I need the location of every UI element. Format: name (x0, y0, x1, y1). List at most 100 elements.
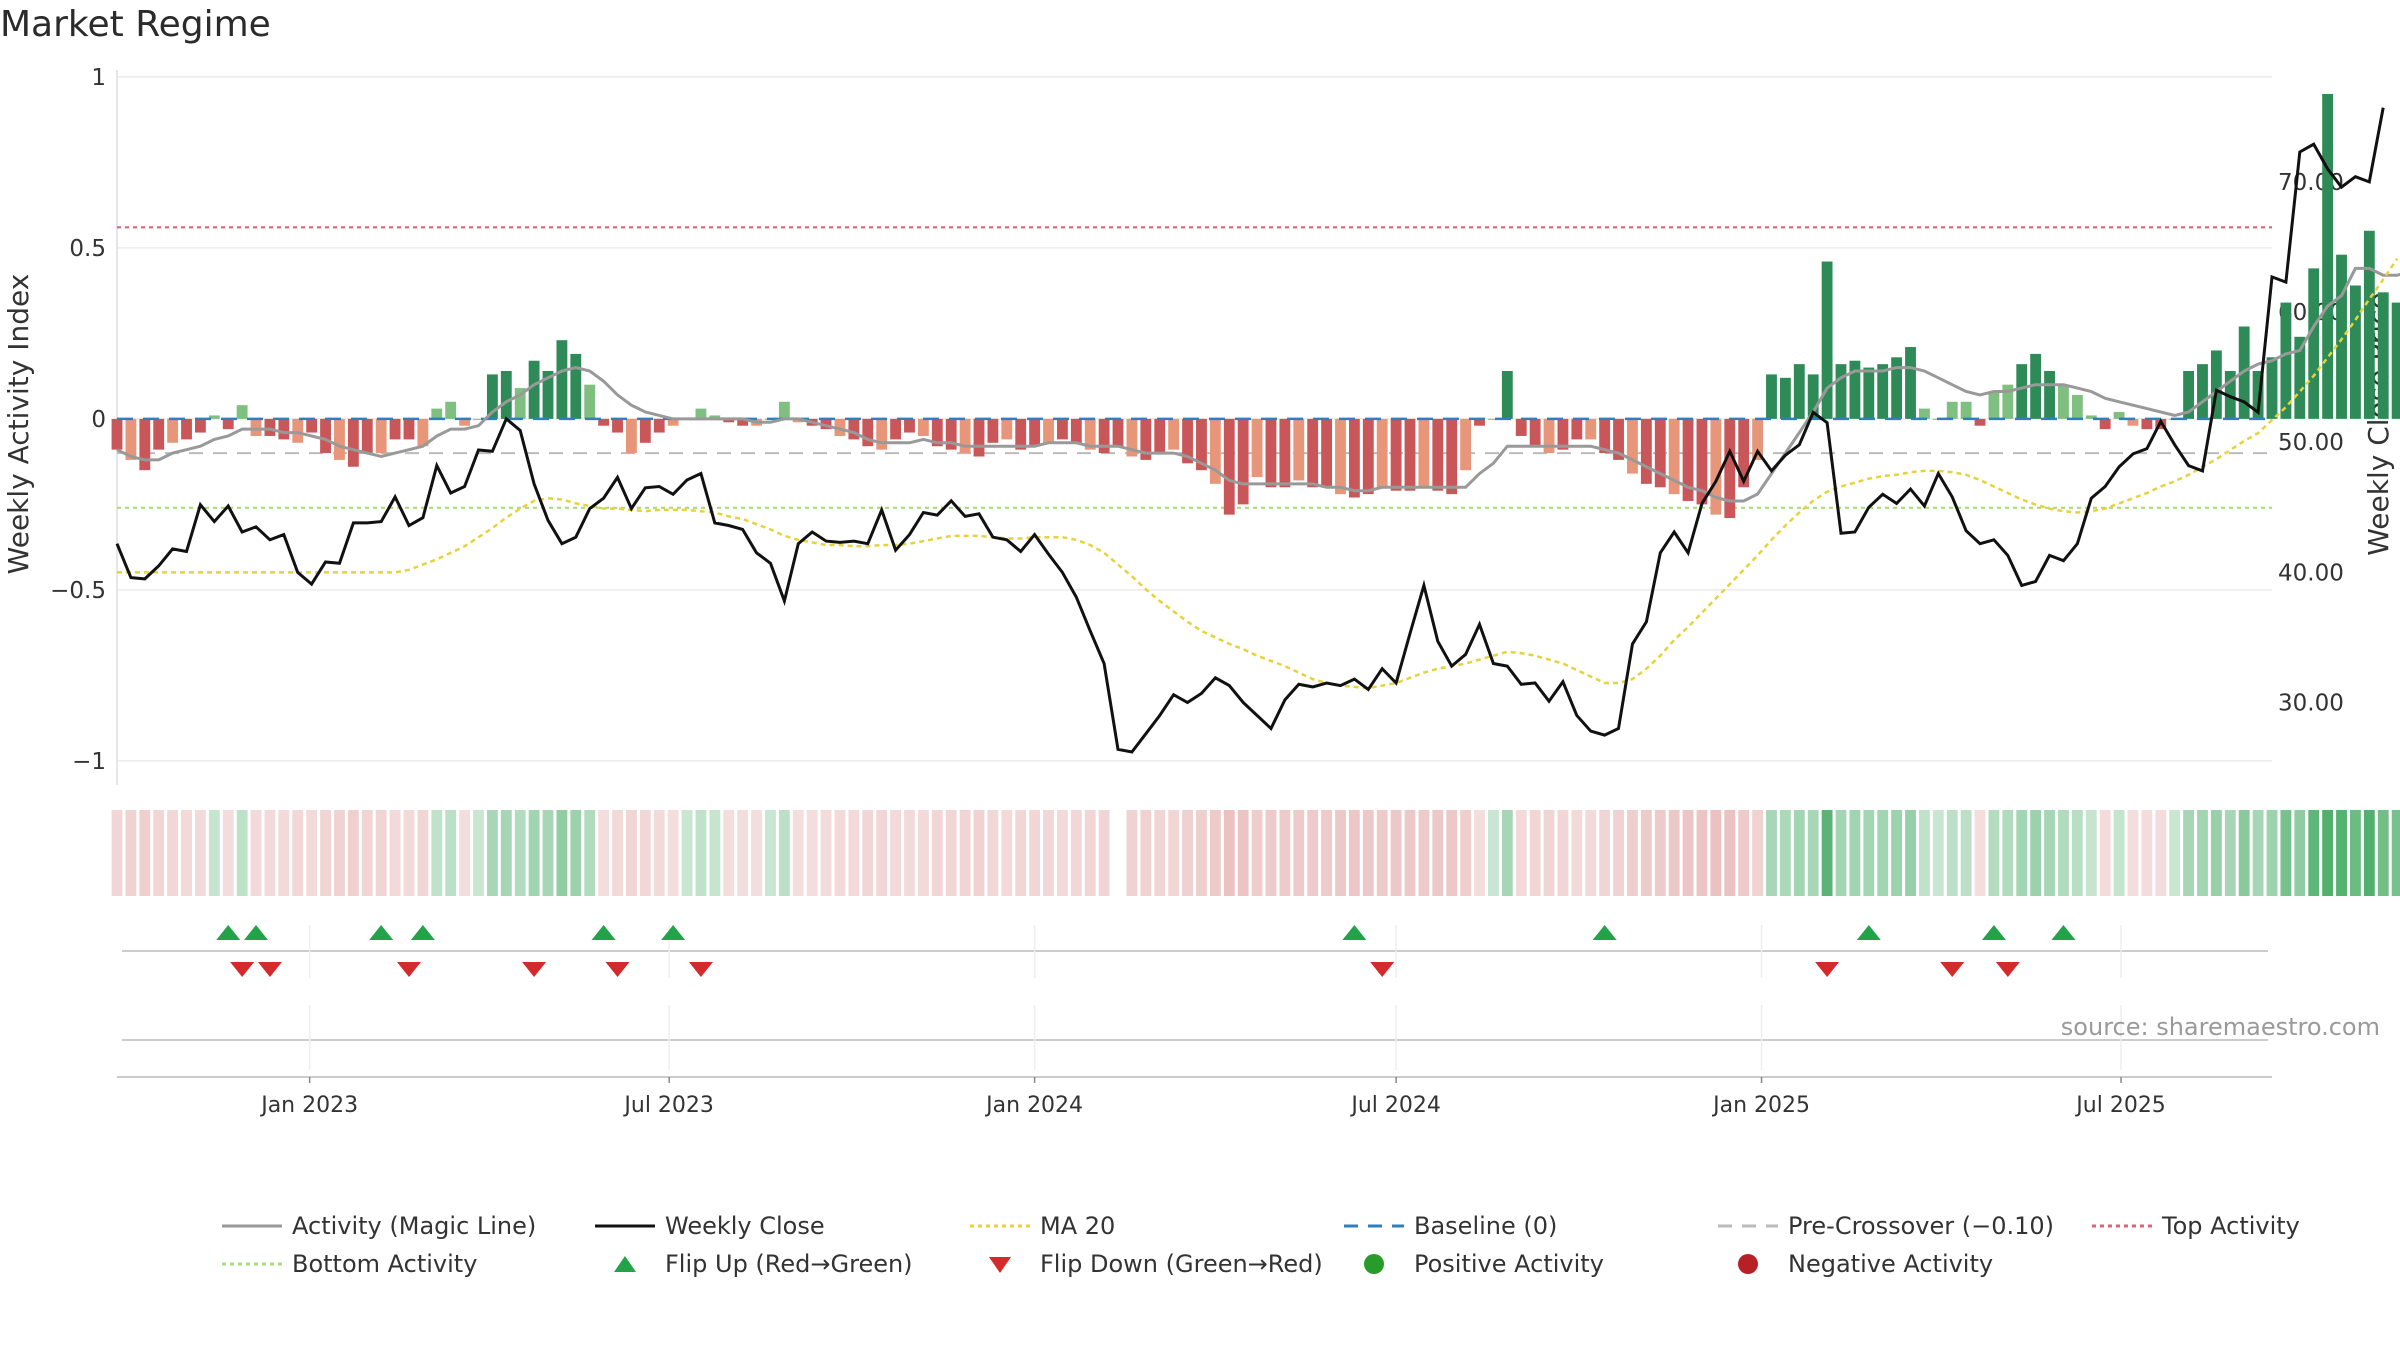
regime-cell (653, 810, 665, 896)
activity-bar (139, 418, 151, 471)
ma20-line (117, 258, 2399, 690)
activity-bar (514, 388, 526, 419)
activity-bar (987, 418, 999, 443)
regime-cell (2197, 810, 2208, 896)
activity-bar (612, 418, 623, 433)
regime-cell (236, 810, 248, 896)
regime-cell (347, 810, 359, 896)
flip-down-marker (688, 962, 713, 977)
regime-cell (2169, 810, 2181, 896)
regime-cell (2349, 810, 2361, 896)
legend-label: Flip Up (Red→Green) (665, 1250, 913, 1278)
legend-item: Negative Activity (1718, 1250, 1993, 1278)
regime-cell (1640, 810, 1652, 896)
legend-label: Bottom Activity (292, 1250, 478, 1278)
activity-bar (1640, 418, 1652, 484)
activity-bar (1668, 418, 1680, 495)
regime-cell (2085, 810, 2097, 896)
legend-label: Negative Activity (1788, 1250, 1994, 1278)
regime-cell (1793, 810, 1805, 896)
flip-up-marker (1981, 925, 2006, 940)
legend-item: Activity (Magic Line) (222, 1212, 536, 1240)
activity-bar (2044, 370, 2055, 419)
regime-cell (2113, 810, 2125, 896)
flip-down-marker (1940, 962, 1965, 977)
activity-bar (2197, 364, 2208, 419)
regime-cell (1348, 810, 1360, 896)
activity-bar (904, 418, 915, 433)
regime-cell (2377, 810, 2389, 896)
activity-bar (1182, 418, 1193, 464)
regime-cell (2363, 810, 2375, 896)
activity-bar (1029, 418, 1041, 447)
regime-cell (1710, 810, 1722, 896)
regime-cell (1293, 810, 1305, 896)
regime-cell (1918, 810, 1930, 896)
flip-down-marker (257, 962, 282, 977)
regime-cell (1168, 810, 1180, 896)
activity-bar (625, 418, 637, 454)
regime-cell (987, 810, 999, 896)
regime-cell (904, 810, 915, 896)
flip-up-marker (244, 925, 269, 940)
regime-cell (167, 810, 179, 896)
regime-cell (1571, 810, 1583, 896)
regime-cell (1543, 810, 1555, 896)
activity-bar (1446, 418, 1458, 495)
regime-cell (1779, 810, 1791, 896)
activity-bar (1571, 418, 1583, 440)
regime-cell (1265, 810, 1277, 896)
activity-bar (834, 418, 846, 436)
x-tick-label: Jan 2023 (259, 1093, 358, 1118)
legend-label: Pre-Crossover (−0.10) (1788, 1212, 2055, 1240)
activity-bar (1905, 347, 1916, 419)
legend-item: Weekly Close (595, 1212, 825, 1240)
regime-cell (306, 810, 318, 896)
activity-bar (695, 408, 707, 419)
regime-cell (194, 810, 206, 896)
activity-bar (1529, 418, 1541, 447)
activity-bar (653, 418, 665, 433)
x-tick-label: Jan 2025 (1711, 1093, 1810, 1118)
activity-bar (2252, 370, 2264, 419)
activity-bar (1710, 418, 1722, 515)
activity-bar (820, 418, 832, 430)
activity-bar (2336, 254, 2347, 419)
activity-bar (1001, 418, 1013, 440)
activity-bar (1891, 357, 1903, 419)
regime-cell (2030, 810, 2042, 896)
activity-bar (1307, 418, 1319, 488)
activity-bar (1627, 418, 1638, 474)
regime-cell (445, 810, 457, 896)
activity-bar (1807, 374, 1819, 419)
regime-cell (625, 810, 637, 896)
activity-bar (2002, 384, 2014, 419)
activity-magic-line (116, 266, 2400, 503)
activity-bar (2280, 302, 2292, 419)
legend-label: Flip Down (Green→Red) (1040, 1250, 1323, 1278)
activity-bar (723, 418, 735, 423)
activity-bar (167, 418, 179, 443)
legend-label: Baseline (0) (1414, 1212, 1558, 1240)
regime-cell (667, 810, 679, 896)
flip-up-marker (1342, 925, 1367, 940)
regime-cell (1140, 810, 1152, 896)
activity-bar (1766, 374, 1777, 419)
activity-bar (1835, 364, 1847, 419)
regime-cell (375, 810, 387, 896)
activity-bar (1696, 418, 1708, 505)
flip-up-marker (1592, 925, 1617, 940)
legend-swatch (595, 1213, 655, 1239)
regime-cell (1390, 810, 1402, 896)
regime-cell (1529, 810, 1541, 896)
activity-bar (403, 418, 415, 440)
regime-cell (111, 810, 123, 896)
legend-swatch (970, 1213, 1030, 1239)
activity-bar (1988, 391, 2000, 419)
regime-cell (1376, 810, 1388, 896)
regime-cell (1501, 810, 1513, 896)
regime-cell (181, 810, 192, 896)
flip-up-marker (369, 925, 394, 940)
regime-cell (1960, 810, 1972, 896)
regime-cell (264, 810, 276, 896)
